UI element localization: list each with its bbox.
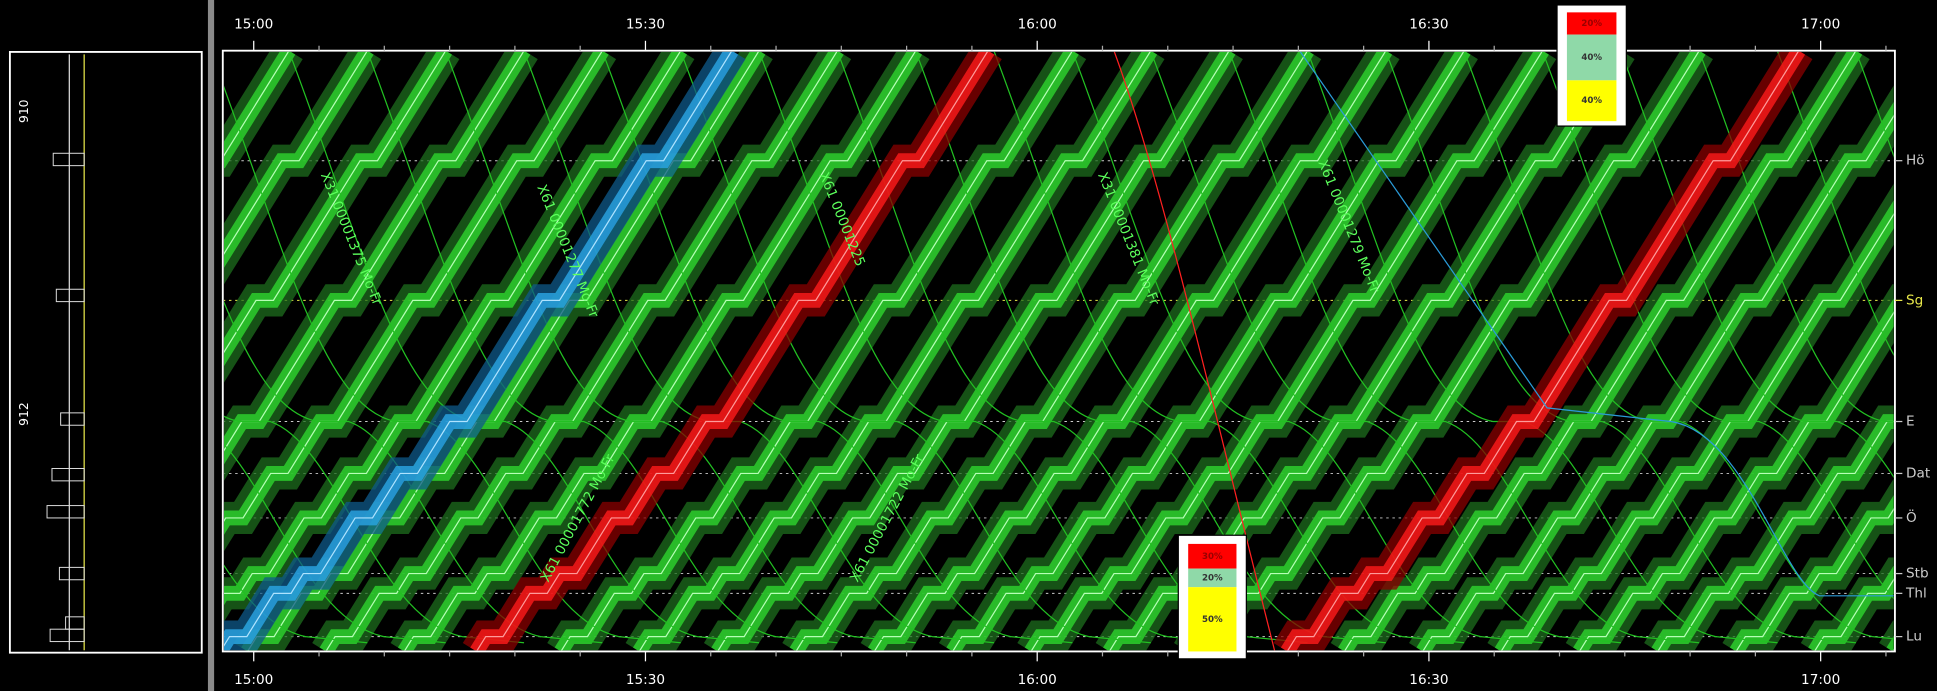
load-segment xyxy=(1566,34,1617,81)
time-label-bottom: 16:30 xyxy=(1409,672,1448,688)
train-down xyxy=(445,51,916,644)
panel-siding xyxy=(60,412,85,426)
splitter[interactable] xyxy=(207,0,215,691)
train-up-line xyxy=(224,51,446,354)
train-up-line xyxy=(874,51,1386,651)
load-label: 20% xyxy=(1202,573,1223,583)
train-down xyxy=(1385,51,1856,644)
train-up-line xyxy=(717,51,1230,651)
train-up-line xyxy=(1657,420,1894,651)
left-panel xyxy=(8,50,203,654)
load-label: 40% xyxy=(1581,53,1602,63)
station-label: Ö xyxy=(1906,508,1917,526)
train-down xyxy=(680,51,1151,644)
train-up-line xyxy=(325,51,838,651)
train-red-thin xyxy=(1113,51,1276,651)
station-label: Dat xyxy=(1906,465,1930,481)
train-down xyxy=(915,51,1386,644)
train-up-line xyxy=(1344,51,1856,651)
panel-siding xyxy=(51,468,85,482)
train-down xyxy=(836,51,1308,644)
train-up-line xyxy=(1736,508,1894,651)
train-down xyxy=(758,51,1230,644)
panel-siding xyxy=(52,152,85,167)
train-down xyxy=(1777,51,1894,356)
train-down xyxy=(601,51,1073,644)
train-up-line xyxy=(1501,213,1894,651)
station-label: Thl xyxy=(1905,585,1927,601)
time-label-top: 15:00 xyxy=(234,17,273,33)
train-down xyxy=(1228,51,1700,644)
station-label: Stb xyxy=(1906,566,1929,582)
train-blue-line xyxy=(224,51,732,647)
load-segment xyxy=(1188,568,1237,588)
load-segment xyxy=(1188,543,1237,569)
train-down xyxy=(1463,51,1894,640)
load-segment xyxy=(1188,587,1237,652)
plot-area: X31 00001375 Mo-Fr X61 00001277 Mo-Fr X61 … xyxy=(224,51,1894,651)
train-up-line xyxy=(1814,578,1894,651)
train-down xyxy=(224,415,525,644)
train-up-line xyxy=(1579,311,1894,651)
time-label-top: 17:00 xyxy=(1801,17,1840,33)
train-up-line xyxy=(404,51,916,651)
load-label: 30% xyxy=(1202,552,1223,562)
panel-label: 912 xyxy=(17,402,31,426)
load-segment xyxy=(1566,12,1617,35)
panel-siding xyxy=(46,505,85,519)
load-label: 50% xyxy=(1202,615,1223,625)
panel-siding xyxy=(58,566,85,581)
load-label: 40% xyxy=(1581,96,1602,106)
time-label-top: 15:30 xyxy=(626,17,665,33)
time-label-top: 16:00 xyxy=(1018,17,1057,33)
station-label: Sg xyxy=(1906,292,1923,308)
train-down xyxy=(1542,51,1894,600)
train-up-line xyxy=(1031,51,1543,651)
train-down xyxy=(366,51,838,644)
station-label: E xyxy=(1906,414,1915,430)
time-label-bottom: 16:00 xyxy=(1018,672,1057,688)
train-red-line xyxy=(476,51,989,651)
train-up-line xyxy=(639,51,1151,651)
train-down xyxy=(1307,51,1778,644)
time-label-bottom: 15:30 xyxy=(626,672,665,688)
time-label-bottom: 15:00 xyxy=(234,672,273,688)
time-label-bottom: 17:00 xyxy=(1801,672,1840,688)
train-up-line xyxy=(1422,114,1894,651)
train-red-line xyxy=(1287,51,1799,651)
load-label: 20% xyxy=(1581,19,1602,29)
station-label: Lu xyxy=(1906,629,1922,645)
train-up-line xyxy=(1109,51,1621,651)
train-up-line xyxy=(224,51,603,522)
train-down xyxy=(224,300,603,644)
train-down xyxy=(224,564,368,644)
station-label: Hö xyxy=(1906,153,1925,169)
panel-siding xyxy=(55,288,85,303)
time-label-top: 16:30 xyxy=(1409,17,1448,33)
train-up-line xyxy=(796,51,1308,651)
train-up-line xyxy=(224,51,681,594)
train-blue-thin xyxy=(1299,51,1894,597)
plot-frame xyxy=(221,49,1896,653)
panel-siding xyxy=(49,628,85,643)
train-down xyxy=(1072,51,1543,644)
train-up-line xyxy=(560,51,1073,651)
train-up-line xyxy=(224,51,525,452)
load-segment xyxy=(1566,80,1617,122)
train-down xyxy=(1150,51,1621,644)
train-down xyxy=(1698,51,1894,423)
train-up-line xyxy=(952,51,1465,651)
panel-label: 910 xyxy=(17,99,31,123)
